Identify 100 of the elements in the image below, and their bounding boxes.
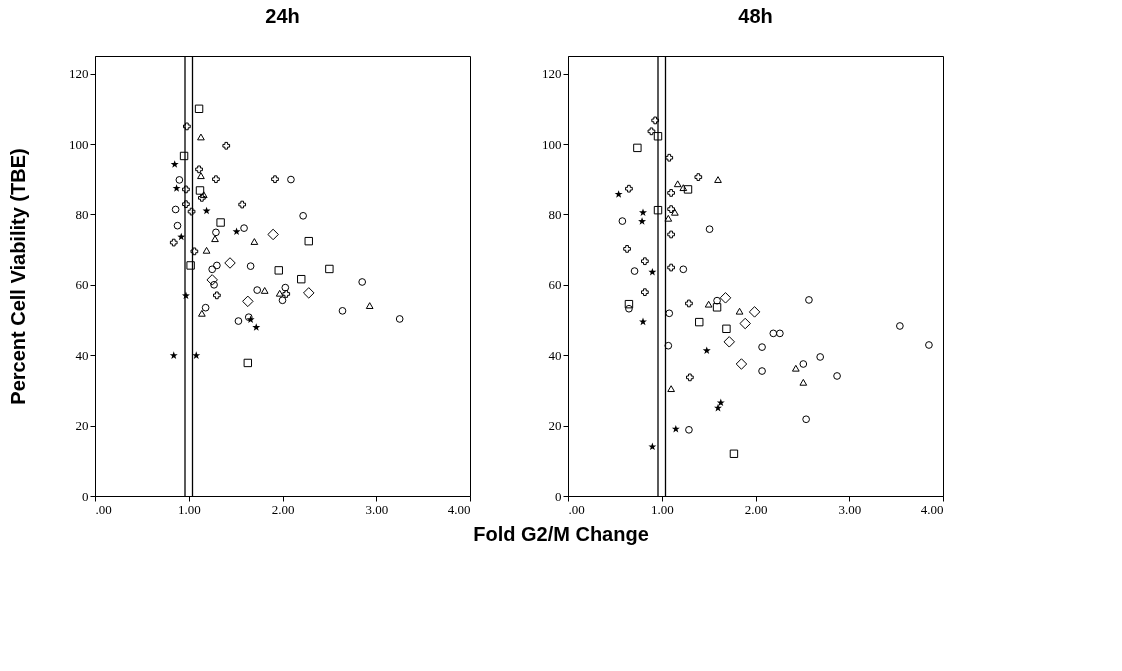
point (179, 151, 189, 161)
x-tick-label: 1.00 (177, 501, 201, 517)
point (769, 329, 778, 338)
point (395, 315, 404, 323)
point (799, 378, 808, 386)
point (805, 296, 813, 304)
point (238, 200, 247, 209)
point (197, 172, 205, 180)
y-tick-label: 20 (548, 418, 562, 434)
point (816, 353, 825, 361)
point (212, 228, 220, 237)
point (694, 173, 703, 181)
point (673, 180, 682, 188)
y-tick-label: 100 (542, 136, 562, 152)
point (653, 205, 663, 215)
point (723, 336, 735, 348)
point (182, 185, 190, 194)
y-tick-label: 60 (75, 277, 89, 293)
point (213, 261, 221, 270)
y-tick-label: 120 (69, 66, 89, 82)
point (299, 211, 307, 220)
point (651, 116, 660, 125)
point (183, 122, 191, 131)
point (253, 286, 262, 294)
point (714, 403, 722, 412)
y-tick-label: 100 (69, 136, 89, 152)
y-axis-title: Percent Cell Viability (TBE) (7, 148, 29, 405)
point (338, 307, 347, 315)
point (169, 238, 178, 247)
point (278, 296, 287, 305)
x-tick-label: 4.00 (447, 501, 471, 517)
point (647, 127, 656, 136)
point (665, 309, 674, 318)
chart-title: 24h (265, 5, 300, 28)
point (679, 184, 688, 192)
point (222, 141, 231, 150)
y-tick-label: 120 (542, 66, 562, 82)
point (275, 289, 284, 297)
point (704, 300, 713, 308)
point (758, 367, 766, 375)
point (260, 287, 269, 294)
point (169, 351, 178, 359)
point (683, 185, 693, 194)
y-tick-label: 0 (555, 488, 562, 504)
point (648, 267, 657, 276)
point (212, 175, 220, 184)
point (282, 290, 291, 298)
point (758, 343, 766, 351)
point (190, 247, 199, 256)
point (665, 153, 674, 162)
point (210, 280, 218, 289)
point (195, 165, 203, 174)
point (667, 189, 675, 197)
y-tick-label: 80 (548, 206, 562, 222)
point (639, 208, 647, 217)
point (271, 175, 279, 184)
point (685, 299, 693, 308)
point (695, 317, 704, 327)
point (748, 306, 761, 318)
point (281, 283, 290, 292)
point (198, 194, 206, 202)
point (667, 230, 675, 239)
point (641, 288, 649, 297)
point (297, 274, 306, 284)
point (719, 292, 732, 304)
y-tick-label: 0 (82, 488, 89, 504)
point (173, 221, 182, 230)
point (625, 184, 633, 193)
point (648, 442, 657, 451)
point (625, 304, 633, 313)
point (246, 262, 255, 270)
point (186, 261, 195, 270)
x-tick-label: .00 (568, 501, 585, 517)
point (713, 296, 721, 305)
point (240, 224, 248, 232)
point (630, 267, 639, 275)
point (739, 317, 751, 330)
point (171, 205, 180, 214)
point (206, 274, 218, 286)
point (232, 227, 241, 236)
point (671, 208, 679, 216)
point (211, 235, 219, 243)
point (172, 184, 181, 192)
point (242, 295, 254, 308)
point (234, 317, 243, 325)
point (802, 415, 810, 424)
x-tick-label: 3.00 (365, 501, 389, 517)
point (667, 385, 675, 393)
point (614, 190, 623, 198)
point (776, 329, 784, 338)
point (287, 175, 295, 184)
point (925, 341, 933, 349)
x-tick-label: 1.00 (650, 501, 674, 517)
point (208, 265, 217, 274)
point (624, 299, 634, 309)
point (799, 360, 808, 368)
point (896, 322, 904, 330)
point (653, 132, 663, 141)
x-axis-title: Fold G2/M Change (472, 523, 650, 546)
point (250, 238, 259, 245)
